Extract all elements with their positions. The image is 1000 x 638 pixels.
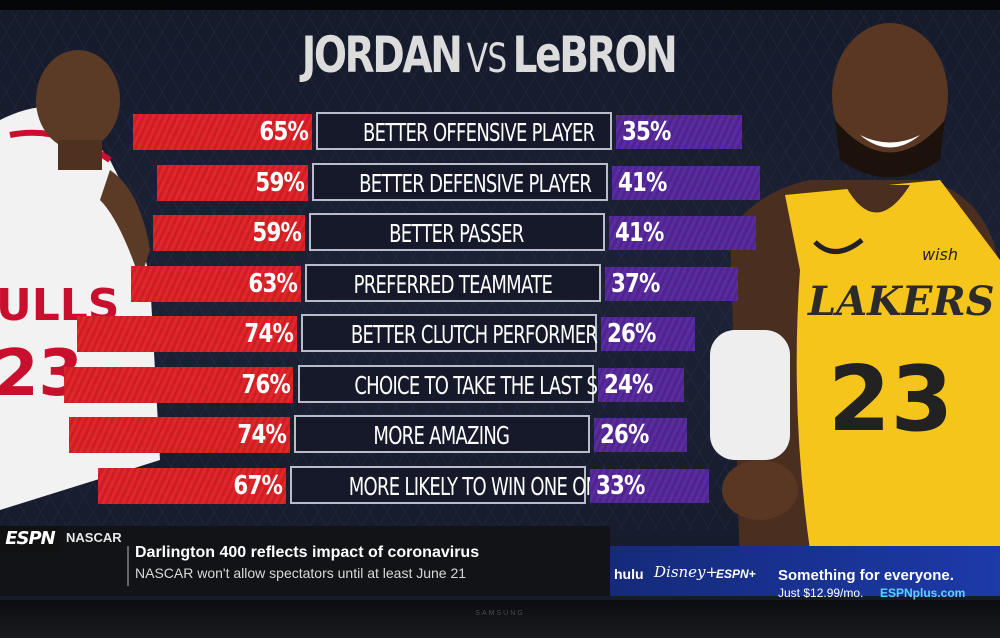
- title-lebron: LeBRON: [512, 26, 678, 84]
- jordan-bar: [63, 366, 294, 403]
- category-label: BETTER DEFENSIVE PLAYER: [312, 162, 609, 201]
- title-jordan: JORDAN: [301, 26, 463, 84]
- lebron-value: 24%: [603, 369, 653, 400]
- comparison-row: 63% PREFERRED TEAMMATE 37%: [0, 263, 1000, 304]
- lebron-jersey-team: LAKERS: [807, 278, 995, 325]
- ad-site: ESPNplus.com: [880, 586, 966, 600]
- lebron-bar: [593, 418, 688, 452]
- jordan-value: 59%: [252, 218, 301, 248]
- jordan-value: 65%: [259, 117, 308, 147]
- comparison-row: 67% MORE LIKELY TO WIN ONE ON ONE 33%: [0, 465, 1000, 506]
- lebron-bar: [616, 115, 742, 149]
- tv-brand: SAMSUNG: [475, 610, 525, 617]
- hulu-logo: hulu: [614, 566, 644, 582]
- jordan-bar: [76, 316, 298, 352]
- category-label: MORE LIKELY TO WIN ONE ON ONE: [290, 465, 641, 504]
- jordan-bar: [133, 114, 312, 150]
- title-vs: VS: [466, 36, 507, 82]
- jordan-bar: [69, 417, 290, 453]
- lebron-value: 26%: [599, 420, 649, 450]
- jordan-value: 59%: [255, 167, 305, 198]
- lebron-value: 41%: [614, 218, 664, 248]
- lebron-jersey-sponsor: wish: [922, 245, 958, 264]
- lebron-bar: [608, 216, 757, 250]
- lebron-bar: [601, 317, 695, 351]
- lebron-value: 35%: [622, 117, 671, 147]
- jordan-value: 67%: [233, 470, 283, 501]
- comparison-row: 74% BETTER CLUTCH PERFORMER 26%: [0, 314, 1000, 354]
- category-label: MORE AMAZING: [293, 415, 590, 453]
- lebron-value: 33%: [596, 470, 645, 501]
- espn-logo: ESPN: [0, 526, 60, 552]
- ticker-divider: [127, 546, 129, 586]
- lebron-bar: [604, 266, 739, 301]
- ad-price: Just $12.99/mo.: [778, 586, 864, 600]
- comparison-row: 59% BETTER DEFENSIVE PLAYER 41%: [0, 162, 1000, 203]
- jordan-photo: ULLS 23: [0, 50, 160, 510]
- comparison-row: 59% BETTER PASSER 41%: [0, 213, 1000, 253]
- ad-headline: Something for everyone.: [778, 567, 954, 584]
- category-label: PREFERRED TEAMMATE: [304, 263, 601, 302]
- category-label: BETTER PASSER: [308, 213, 605, 251]
- comparison-row: 65% BETTER OFFENSIVE PLAYER 35%: [0, 112, 1000, 152]
- tv-bezel-bottom: [0, 600, 1000, 638]
- lebron-photo: wish LAKERS 23: [710, 23, 1000, 570]
- comparison-row: 76% CHOICE TO TAKE THE LAST SHOT 24%: [0, 364, 1000, 405]
- jordan-bar: [153, 215, 305, 251]
- lebron-value: 26%: [607, 319, 656, 349]
- jordan-value: 74%: [237, 420, 286, 450]
- jordan-value: 74%: [244, 319, 294, 349]
- jordan-bar: [131, 265, 301, 302]
- chart-title: JORDAN VS LeBRON: [301, 26, 678, 96]
- espn-plus-logo: ESPN+: [716, 567, 756, 581]
- disney-plus-logo: Disney+: [654, 563, 719, 581]
- jordan-value: 76%: [240, 369, 290, 400]
- news-ticker: [0, 526, 610, 596]
- comparison-row: 74% MORE AMAZING 26%: [0, 415, 1000, 455]
- category-label: CHOICE TO TAKE THE LAST SHOT: [297, 364, 634, 403]
- jordan-value: 63%: [248, 268, 297, 299]
- ticker-subline: NASCAR won't allow spectators until at l…: [135, 565, 467, 581]
- ticker-headline: Darlington 400 reflects impact of corona…: [135, 544, 480, 561]
- jordan-bar: [156, 164, 309, 201]
- lebron-bar: [590, 468, 709, 503]
- lebron-jersey-number: 23: [828, 347, 953, 452]
- ticker-category: NASCAR: [66, 530, 122, 545]
- category-label: BETTER OFFENSIVE PLAYER: [316, 112, 612, 150]
- lebron-value: 37%: [610, 268, 660, 299]
- lebron-bar: [612, 165, 760, 200]
- espn-plus-ad: [610, 546, 1000, 596]
- jordan-bar: [97, 467, 287, 504]
- lebron-value: 41%: [618, 167, 667, 198]
- category-label: BETTER CLUTCH PERFORMER: [301, 314, 598, 352]
- lebron-bar: [597, 367, 684, 402]
- tv-bezel-top: [0, 0, 1000, 10]
